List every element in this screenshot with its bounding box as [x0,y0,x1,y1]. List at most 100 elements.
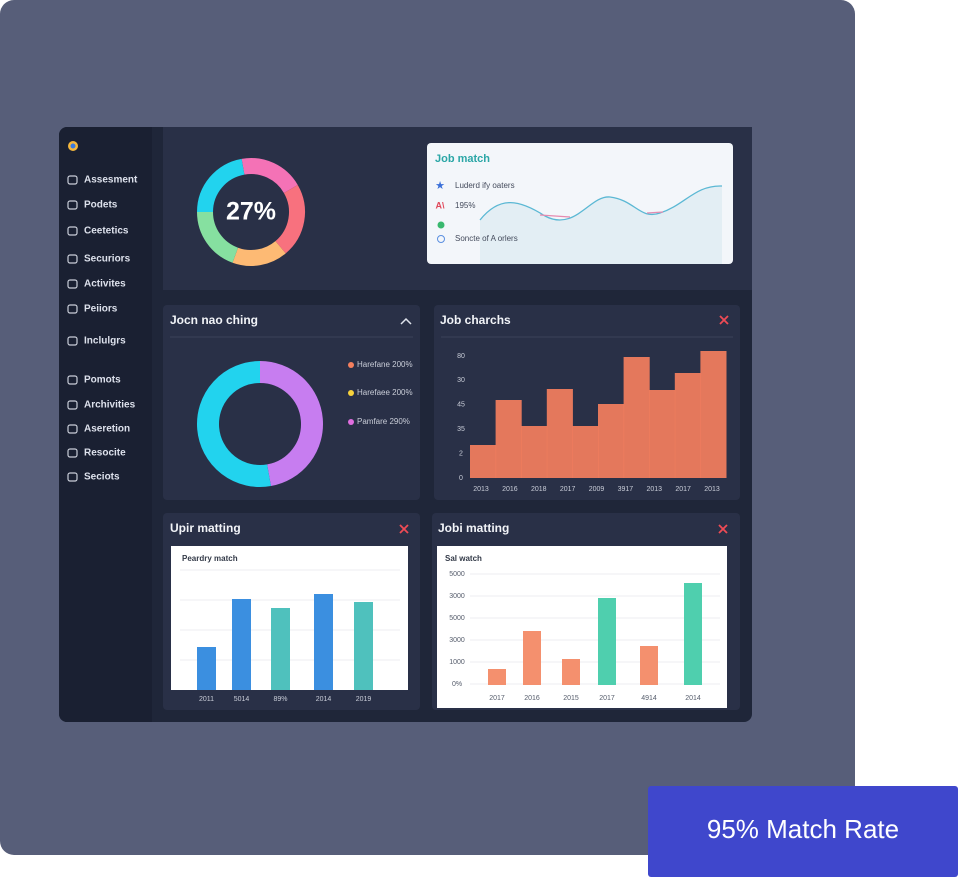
bar [523,631,541,685]
menu-icon [67,175,78,185]
bar [640,646,658,685]
y-tick-label: 1000 [449,659,465,666]
close-icon[interactable] [719,315,729,325]
close-icon[interactable] [718,524,728,534]
donut-segment [241,158,298,194]
close-icon[interactable] [399,524,409,534]
menu-item: Assesment [84,175,138,186]
bar [271,608,290,690]
x-tick-label: 2017 [560,486,576,493]
menu-item: Activites [84,279,126,290]
bar [598,404,625,478]
donut-segment [197,361,271,487]
collapse-icon[interactable] [400,317,412,325]
bar [562,659,580,685]
x-tick-label: 2013 [473,486,489,493]
x-tick-label: 5014 [234,696,250,703]
donut-segment [197,211,239,263]
x-tick-label: 2016 [502,486,518,493]
panel-title: Upir matting [170,521,241,535]
x-tick-label: 2015 [563,695,579,702]
x-tick-label: 89% [273,696,287,703]
badge-text: 95% Match Rate [707,814,899,844]
menu-icon [67,304,78,314]
legend-text: Luderd ify oaters [455,181,515,190]
menu-item: Aseretion [84,424,130,435]
y-tick-label: 3000 [449,637,465,644]
x-tick-label: 2017 [489,695,505,702]
y-tick-label: 0 [459,475,463,482]
x-tick-label: 2014 [316,696,332,703]
menu-icon [67,424,78,434]
bar [314,594,333,690]
menu-item: Podets [84,200,118,211]
bar [521,426,548,478]
star-icon: ★ [435,180,445,192]
menu-item: Inclulgrs [84,336,126,347]
menu-icon [67,448,78,458]
job-match-title: Job match [435,153,490,165]
menu-item: Seciots [84,472,120,483]
green-icon [437,221,445,229]
summary-donut [197,158,305,266]
x-tick-label: 2018 [531,486,547,493]
x-tick-label: 2011 [199,696,214,703]
x-tick-label: 4914 [641,695,657,702]
legend-swatch [348,362,354,368]
bar [232,599,251,690]
y-tick-label: 0% [452,681,462,688]
chart-subtitle: Sal watch [445,554,482,563]
match-donut [197,361,323,487]
bar [546,389,573,478]
y-tick-label: 45 [457,402,465,409]
blue-icon [437,235,445,243]
legend-text: Harefane 200% [357,360,413,369]
donut-segment [259,361,323,487]
bar [684,583,702,685]
y-tick-label: 35 [457,426,465,433]
wave-area [480,185,722,264]
menu-item: Peiiors [84,304,118,315]
menu-icon [67,279,78,289]
panel-title: Jobi matting [438,521,509,535]
legend-text: Soncte of A orlers [455,234,518,243]
legend-swatch [348,390,354,396]
bar [700,351,727,478]
match-badge [648,786,958,877]
bar [470,445,497,478]
panel-title: Job charchs [440,313,511,327]
bar [572,426,599,478]
donut-segment [232,240,286,266]
chart-subtitle: Peardry match [182,554,238,563]
wave-line [479,185,723,221]
menu-item: Securiors [84,254,131,265]
chart-card [437,546,727,708]
panel-title: Jocn nao ching [170,313,258,327]
y-tick-label: 80 [457,353,465,360]
menu-icon [67,375,78,385]
menu-item: Archivities [84,400,136,411]
bar [649,390,676,478]
y-tick-label: 5000 [449,571,465,578]
x-tick-label: 2017 [675,486,691,493]
a-icon: A\ [436,200,445,210]
summary-value: 27% [226,198,276,226]
sidebar-menu: Assesment Podets Ceetetics Securiors Activit… [67,175,138,483]
donut-segment [275,185,305,254]
wave-accent [539,214,571,218]
bar [674,373,701,478]
menu-icon [67,226,78,236]
y-tick-label: 5000 [449,615,465,622]
menu-icon [67,336,78,346]
menu-icon [67,200,78,210]
bar [488,669,506,685]
bar [354,602,373,690]
logo-dot [70,143,76,149]
y-tick-label: 2 [459,450,463,457]
donut-segment [197,158,245,213]
x-tick-label: 2013 [704,486,720,493]
x-tick-label: 3917 [618,486,634,493]
y-tick-label: 30 [457,377,465,384]
